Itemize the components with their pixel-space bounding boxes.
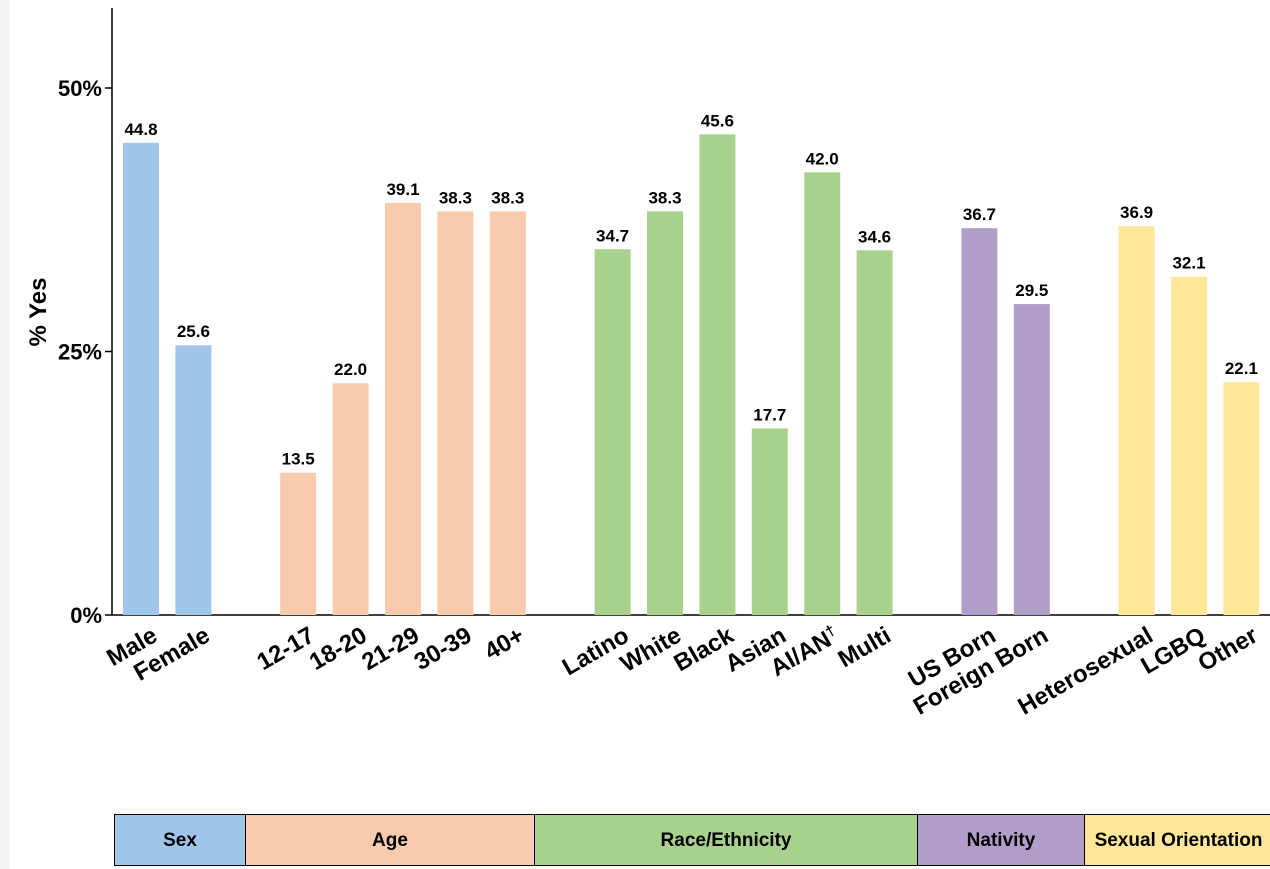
bar [385,202,421,616]
bar-value-label: 44.8 [124,120,157,139]
x-tick-label: 40+ [480,622,529,666]
bar-value-label: 45.6 [701,111,734,130]
x-tick-label: 12-17 [253,622,320,676]
bar [123,142,159,616]
bar-value-label: 13.5 [282,450,315,469]
y-tick-label: 50% [58,76,102,101]
bar-value-label: 39.1 [386,180,419,199]
bar-value-label: 32.1 [1172,254,1205,273]
bar [175,345,212,615]
legend-cell-age: Age [245,814,535,866]
bar [856,250,893,616]
bars [123,134,1260,616]
y-tick-label: 25% [58,340,102,365]
bar-value-label: 25.6 [177,322,210,341]
legend-cell-nativity: Nativity [917,814,1085,866]
group-legend-row: Sex Age Race/Ethnicity Nativity Sexual O… [114,814,1270,866]
bar-value-label: 36.9 [1120,203,1153,222]
bar-value-label: 22.1 [1225,359,1258,378]
bar [489,211,526,615]
group-legend-table: Sex Age Race/Ethnicity Nativity Sexual O… [114,814,1270,866]
bar-value-label: 38.3 [648,188,681,207]
legend-cell-sex: Sex [114,814,246,866]
bar [647,211,683,615]
bar [1013,304,1050,615]
bar-value-label: 38.3 [491,188,524,207]
y-axis-title: % Yes [25,278,52,347]
x-tick-label: 18-20 [305,622,372,676]
bar-value-label: 22.0 [334,360,367,379]
bar [1171,276,1207,615]
bar-value-label: 29.5 [1015,281,1048,300]
x-tick-label: Other [1193,622,1262,677]
bar [332,383,369,615]
bar-value-label: 36.7 [963,205,996,224]
bar [804,172,841,615]
edge-strip [0,0,9,869]
bar-value-label: 38.3 [439,188,472,207]
bar-value-label: 17.7 [753,405,786,424]
y-tick-label: 0% [70,603,102,628]
bar [1223,382,1260,615]
bar [751,428,788,615]
x-tick-label: Multi [834,622,896,673]
bar [961,228,998,615]
bar [594,249,631,615]
value-labels: 44.8 25.6 13.5 22.0 39.1 38.3 38.3 34.7 38.3 45.6… [124,111,1257,468]
bar-value-label: 34.6 [858,227,891,246]
bar [1118,226,1155,615]
axes: 0% 25% 50% [58,8,1270,628]
legend-cell-race-ethnicity: Race/Ethnicity [534,814,918,866]
legend-cell-sexual-orientation: Sexual Orientation [1084,814,1270,866]
bar [437,211,474,615]
bar-value-label: 42.0 [806,149,839,168]
bar-chart: 0% 25% 50% 44.8 25.6 13.5 22.0 39.1 38.3 38.3 34.… [25,8,1270,721]
bar [280,472,317,615]
bar-value-label: 34.7 [596,226,629,245]
x-tick-label: 21-29 [357,622,424,676]
bar [699,134,736,615]
x-tick-label: 30-39 [410,622,477,676]
